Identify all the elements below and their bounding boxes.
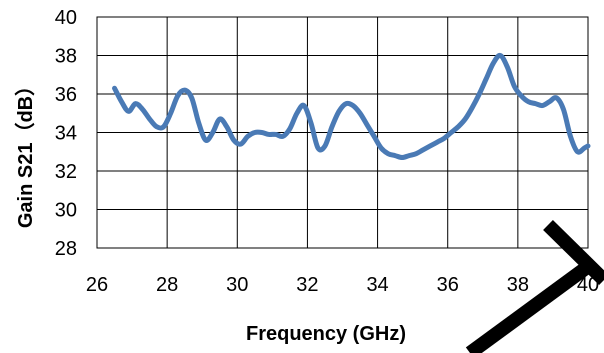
x-tick-label: 28 — [156, 274, 178, 296]
series-layer — [112, 52, 591, 161]
x-tick-label: 34 — [366, 274, 388, 296]
plot-area-frame — [96, 16, 589, 249]
y-tick-label: 30 — [55, 200, 77, 222]
y-tick-label: 40 — [55, 7, 77, 29]
x-tick-label: 38 — [507, 274, 529, 296]
watermark-stroke-lower — [465, 259, 595, 353]
y-tick-label: 32 — [55, 161, 77, 183]
grid — [96, 16, 589, 249]
y-tick-label: 34 — [55, 123, 77, 145]
watermark-stroke-upper — [543, 220, 604, 285]
x-tick-label: 30 — [226, 274, 248, 296]
watermark-arrow — [465, 220, 604, 353]
x-axis-title: Frequency (GHz) — [246, 323, 406, 345]
x-tick-label: 32 — [296, 274, 318, 296]
y-axis-title: Gain S21（dB） — [14, 76, 37, 228]
y-tick-label: 38 — [55, 46, 77, 68]
y-axis-ticks: 28 30 32 34 36 38 40 — [55, 7, 77, 260]
x-tick-label: 26 — [86, 274, 108, 296]
x-tick-label: 36 — [437, 274, 459, 296]
series-line-gain-s21 — [112, 52, 591, 161]
x-axis-ticks: 26 28 30 32 34 36 38 40 — [86, 274, 599, 296]
y-tick-label: 28 — [55, 238, 77, 260]
y-tick-label: 36 — [55, 84, 77, 106]
